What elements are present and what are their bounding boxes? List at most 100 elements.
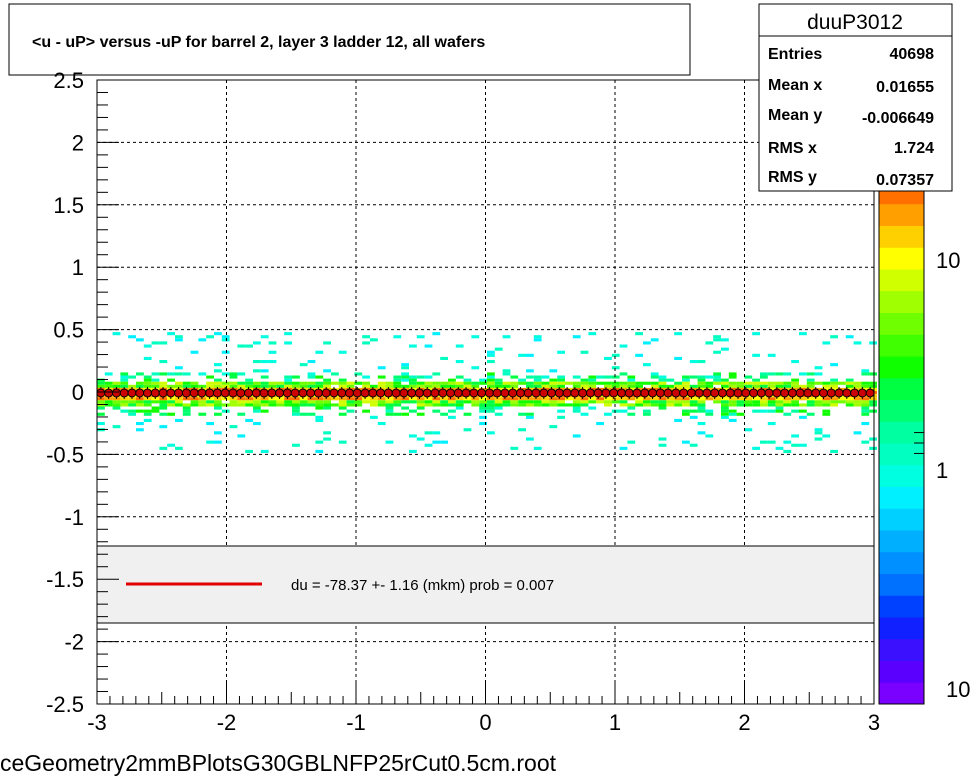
- heatmap-cell: [689, 443, 698, 447]
- heatmap-cell: [393, 335, 402, 339]
- heatmap-cell: [494, 400, 503, 404]
- heatmap-cell: [362, 397, 370, 401]
- heatmap-cell: [237, 400, 246, 404]
- heatmap-cell: [221, 338, 230, 342]
- heatmap-cell: [221, 372, 230, 376]
- heatmap-cell: [479, 378, 487, 382]
- heatmap-cell: [767, 422, 776, 426]
- heatmap-cell: [775, 381, 784, 385]
- heatmap-cell: [549, 397, 558, 401]
- heatmap-cell: [424, 403, 433, 407]
- heatmap-cell: [440, 356, 448, 360]
- heatmap-cell: [510, 400, 519, 404]
- heatmap-cell: [752, 403, 760, 407]
- heatmap-cell: [845, 403, 854, 407]
- heatmap-cell: [619, 344, 628, 348]
- stats-label-entries: Entries: [768, 46, 822, 63]
- heatmap-cell: [370, 403, 378, 407]
- heatmap-cell: [565, 403, 573, 407]
- heatmap-cell: [767, 384, 776, 388]
- y-tick-label: 2.5: [53, 68, 84, 93]
- heatmap-cell: [744, 397, 753, 401]
- heatmap-cell: [760, 375, 768, 379]
- heatmap-cell: [393, 381, 402, 385]
- heatmap-cell: [627, 403, 636, 407]
- heatmap-cell: [502, 369, 511, 373]
- heatmap-cell: [307, 381, 316, 385]
- heatmap-cell: [635, 353, 643, 357]
- heatmap-cell: [167, 384, 175, 388]
- heatmap-cell: [728, 381, 737, 385]
- profile-point: [197, 388, 207, 398]
- heatmap-cell: [245, 449, 253, 453]
- heatmap-cell: [806, 381, 815, 385]
- stats-label-rms-y: RMS y: [768, 169, 817, 186]
- heatmap-cell: [487, 400, 495, 404]
- heatmap-cell: [869, 387, 877, 391]
- heatmap-cell: [635, 403, 643, 407]
- y-tick-label: 2: [72, 130, 84, 155]
- profile-point: [321, 388, 331, 398]
- heatmap-cell: [604, 375, 612, 379]
- y-tick-label: 1: [72, 255, 84, 280]
- heatmap-cell: [416, 375, 425, 379]
- heatmap-cell: [713, 378, 721, 382]
- heatmap-cell: [526, 384, 534, 388]
- heatmap-cell: [338, 384, 347, 388]
- heatmap-cell: [604, 356, 612, 360]
- heatmap-cell: [752, 381, 760, 385]
- heatmap-cell: [440, 384, 448, 388]
- heatmap-cell: [799, 403, 807, 407]
- heatmap-cell: [253, 341, 261, 345]
- heatmap-cell: [120, 403, 129, 407]
- heatmap-cell: [791, 443, 799, 447]
- heatmap-cell: [136, 338, 144, 342]
- heatmap-cell: [143, 344, 152, 348]
- heatmap-cell: [658, 397, 667, 401]
- profile-point: [624, 388, 634, 398]
- heatmap-cell: [588, 397, 597, 401]
- heatmap-cell: [658, 378, 667, 382]
- heatmap-cell: [861, 397, 870, 401]
- heatmap-cell: [307, 360, 316, 364]
- profile-point: [764, 388, 774, 398]
- heatmap-cell: [822, 381, 831, 385]
- profile-point: [857, 388, 867, 398]
- heatmap-cell: [526, 353, 534, 357]
- heatmap-cell: [572, 403, 581, 407]
- heatmap-cell: [518, 353, 526, 357]
- heatmap-cell: [393, 375, 402, 379]
- heatmap-cell: [112, 381, 121, 385]
- profile-point: [220, 388, 230, 398]
- heatmap-cell: [143, 400, 152, 404]
- heatmap-cell: [494, 347, 503, 351]
- heatmap-cell: [518, 400, 526, 404]
- heatmap-cell: [721, 415, 729, 419]
- heatmap-cell: [806, 403, 815, 407]
- heatmap-cell: [697, 397, 706, 401]
- heatmap-cell: [572, 434, 581, 438]
- heatmap-cell: [806, 384, 815, 388]
- heatmap-cell: [845, 381, 854, 385]
- palette-swatch: [879, 551, 924, 574]
- profile-point: [531, 388, 541, 398]
- heatmap-cell: [245, 344, 253, 348]
- heatmap-cell: [401, 406, 409, 410]
- heatmap-cell: [104, 381, 113, 385]
- heatmap-cell: [463, 381, 472, 385]
- heatmap-cell: [401, 384, 409, 388]
- heatmap-cell: [658, 381, 667, 385]
- heatmap-cell: [830, 403, 838, 407]
- profile-point: [787, 388, 797, 398]
- heatmap-cell: [424, 384, 433, 388]
- profile-point: [811, 388, 821, 398]
- heatmap-cell: [260, 335, 269, 339]
- heatmap-cell: [604, 381, 612, 385]
- heatmap-cell: [604, 403, 612, 407]
- profile-point: [119, 388, 129, 398]
- heatmap-cell: [175, 403, 183, 407]
- heatmap-cell: [292, 397, 300, 401]
- heatmap-cell: [401, 412, 409, 416]
- heatmap-cell: [323, 406, 331, 410]
- heatmap-cell: [276, 397, 285, 401]
